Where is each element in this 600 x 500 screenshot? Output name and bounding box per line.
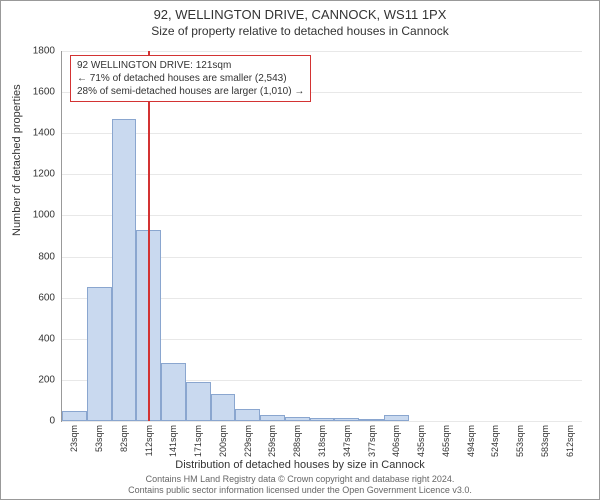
callout-box: 92 WELLINGTON DRIVE: 121sqm← 71% of deta… (70, 55, 311, 102)
footnote-line-2: Contains public sector information licen… (128, 485, 472, 495)
x-tick-label: 553sqm (515, 425, 525, 457)
x-tick-label: 82sqm (119, 425, 129, 452)
y-tick-label: 600 (38, 292, 55, 303)
x-tick-label: 583sqm (540, 425, 550, 457)
y-tick-label: 1600 (33, 87, 55, 98)
histogram-bar (87, 287, 112, 421)
x-tick-label: 465sqm (441, 425, 451, 457)
y-tick-label: 1800 (33, 46, 55, 57)
x-tick-label: 141sqm (168, 425, 178, 457)
gridline (62, 133, 582, 134)
gridline (62, 421, 582, 422)
gridline (62, 51, 582, 52)
x-tick-label: 288sqm (292, 425, 302, 457)
histogram-bar (310, 418, 335, 421)
gridline (62, 215, 582, 216)
x-tick-label: 200sqm (218, 425, 228, 457)
x-tick-label: 53sqm (94, 425, 104, 452)
histogram-bar (285, 417, 310, 421)
histogram-bar (211, 394, 236, 421)
y-tick-label: 400 (38, 333, 55, 344)
y-axis-label: Number of detached properties (11, 84, 23, 236)
histogram-bar (260, 415, 285, 421)
x-tick-label: 435sqm (416, 425, 426, 457)
x-tick-label: 259sqm (267, 425, 277, 457)
x-tick-label: 612sqm (565, 425, 575, 457)
y-tick-label: 0 (49, 416, 55, 427)
x-tick-label: 524sqm (490, 425, 500, 457)
y-tick-label: 1000 (33, 210, 55, 221)
callout-line: ← 71% of detached houses are smaller (2,… (77, 72, 304, 85)
histogram-bar (186, 382, 211, 421)
y-tick-label: 800 (38, 251, 55, 262)
gridline (62, 174, 582, 175)
x-axis-label: Distribution of detached houses by size … (1, 459, 599, 471)
plot-area: 92 WELLINGTON DRIVE: 121sqm← 71% of deta… (61, 51, 582, 422)
chart-subtitle: Size of property relative to detached ho… (1, 22, 599, 38)
chart-container: 92, WELLINGTON DRIVE, CANNOCK, WS11 1PX … (0, 0, 600, 500)
histogram-bar (235, 409, 260, 421)
x-tick-label: 347sqm (342, 425, 352, 457)
marker-line (148, 51, 150, 421)
x-tick-label: 377sqm (367, 425, 377, 457)
y-tick-label: 1400 (33, 128, 55, 139)
callout-line: 92 WELLINGTON DRIVE: 121sqm (77, 59, 304, 72)
page-title: 92, WELLINGTON DRIVE, CANNOCK, WS11 1PX (1, 1, 599, 22)
y-tick-label: 200 (38, 374, 55, 385)
y-tick-label: 1200 (33, 169, 55, 180)
histogram-bar (334, 418, 359, 421)
histogram-bar (384, 415, 409, 421)
histogram-bar (161, 363, 186, 421)
footnote: Contains HM Land Registry data © Crown c… (1, 474, 599, 496)
x-tick-label: 494sqm (466, 425, 476, 457)
x-tick-label: 229sqm (243, 425, 253, 457)
histogram-bar (359, 419, 384, 421)
x-tick-label: 112sqm (144, 425, 154, 456)
callout-line: 28% of semi-detached houses are larger (… (77, 85, 304, 98)
histogram-bar (62, 411, 87, 421)
x-tick-label: 23sqm (69, 425, 79, 452)
x-tick-label: 171sqm (193, 425, 203, 457)
x-tick-label: 406sqm (391, 425, 401, 457)
x-tick-label: 318sqm (317, 425, 327, 457)
histogram-bar (112, 119, 137, 421)
footnote-line-1: Contains HM Land Registry data © Crown c… (146, 474, 455, 484)
